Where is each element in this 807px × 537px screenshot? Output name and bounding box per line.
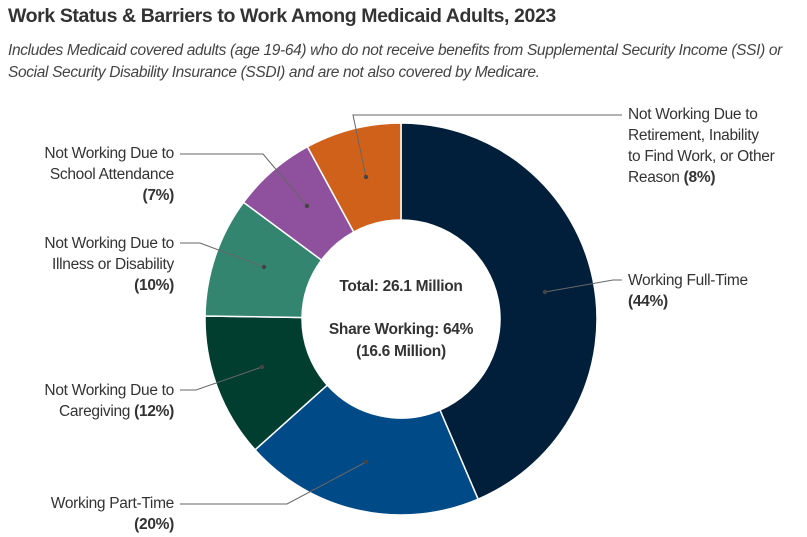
donut-slice-retirement — [306, 122, 402, 234]
leader-dot-part-time — [363, 459, 369, 465]
label-line: Not Working Due to — [44, 235, 174, 252]
slice-label-retirement: Not Working Due to Retirement, Inability… — [628, 104, 775, 188]
chart-title: Work Status & Barriers to Work Among Med… — [8, 5, 556, 27]
slice-label-full-time: Working Full-Time (44%) — [628, 270, 748, 312]
label-line: School Attendance — [49, 166, 174, 183]
label-line: Working Part-Time — [50, 495, 175, 512]
donut-slice-part-time — [254, 384, 480, 516]
leader-line-caregiving — [180, 366, 263, 391]
center-share-working-label: Share Working: 64% — [328, 321, 474, 338]
leader-line-full-time — [544, 279, 622, 293]
label-line: Not Working Due to — [44, 145, 174, 162]
center-share-working-count: (16.6 Million) — [356, 343, 446, 360]
leader-line-school — [180, 153, 308, 207]
label-line: Caregiving — [59, 403, 131, 420]
slice-pct-caregiving: (12%) — [134, 403, 174, 420]
leader-line-illness — [180, 242, 265, 268]
chart-subtitle: Includes Medicaid covered adults (age 19… — [8, 42, 782, 81]
leader-line-retirement — [352, 114, 622, 178]
slice-pct-illness: (10%) — [134, 277, 174, 294]
slice-pct-retirement: (8%) — [683, 169, 716, 186]
leader-dot-full-time — [542, 289, 548, 295]
label-line: Reason — [628, 169, 680, 186]
label-line: Illness or Disability — [51, 256, 174, 273]
leader-dot-caregiving — [259, 364, 265, 370]
slice-label-illness: Not Working Due to Illness or Disability… — [44, 233, 174, 296]
leader-line-part-time — [180, 461, 367, 505]
label-line: Working Full-Time — [628, 272, 748, 289]
label-line: Not Working Due to — [628, 106, 758, 123]
label-line: Not Working Due to — [44, 382, 174, 399]
label-line: to Find Work, or Other — [628, 148, 775, 165]
slice-pct-school: (7%) — [142, 187, 174, 204]
leader-dot-retirement — [363, 174, 369, 180]
slice-pct-full-time: (44%) — [628, 293, 668, 310]
slice-pct-part-time: (20%) — [134, 516, 174, 533]
slice-label-caregiving: Not Working Due to Caregiving (12%) — [44, 380, 174, 422]
slice-label-school: Not Working Due to School Attendance (7%… — [44, 143, 174, 206]
slice-label-part-time: Working Part-Time (20%) — [50, 493, 175, 535]
donut-slice-full-time — [400, 122, 598, 501]
leader-dot-illness — [261, 264, 267, 270]
center-total-label: Total: 26.1 Million — [339, 278, 463, 295]
label-line: Retirement, Inability — [628, 127, 759, 144]
leader-dot-school — [304, 203, 310, 209]
